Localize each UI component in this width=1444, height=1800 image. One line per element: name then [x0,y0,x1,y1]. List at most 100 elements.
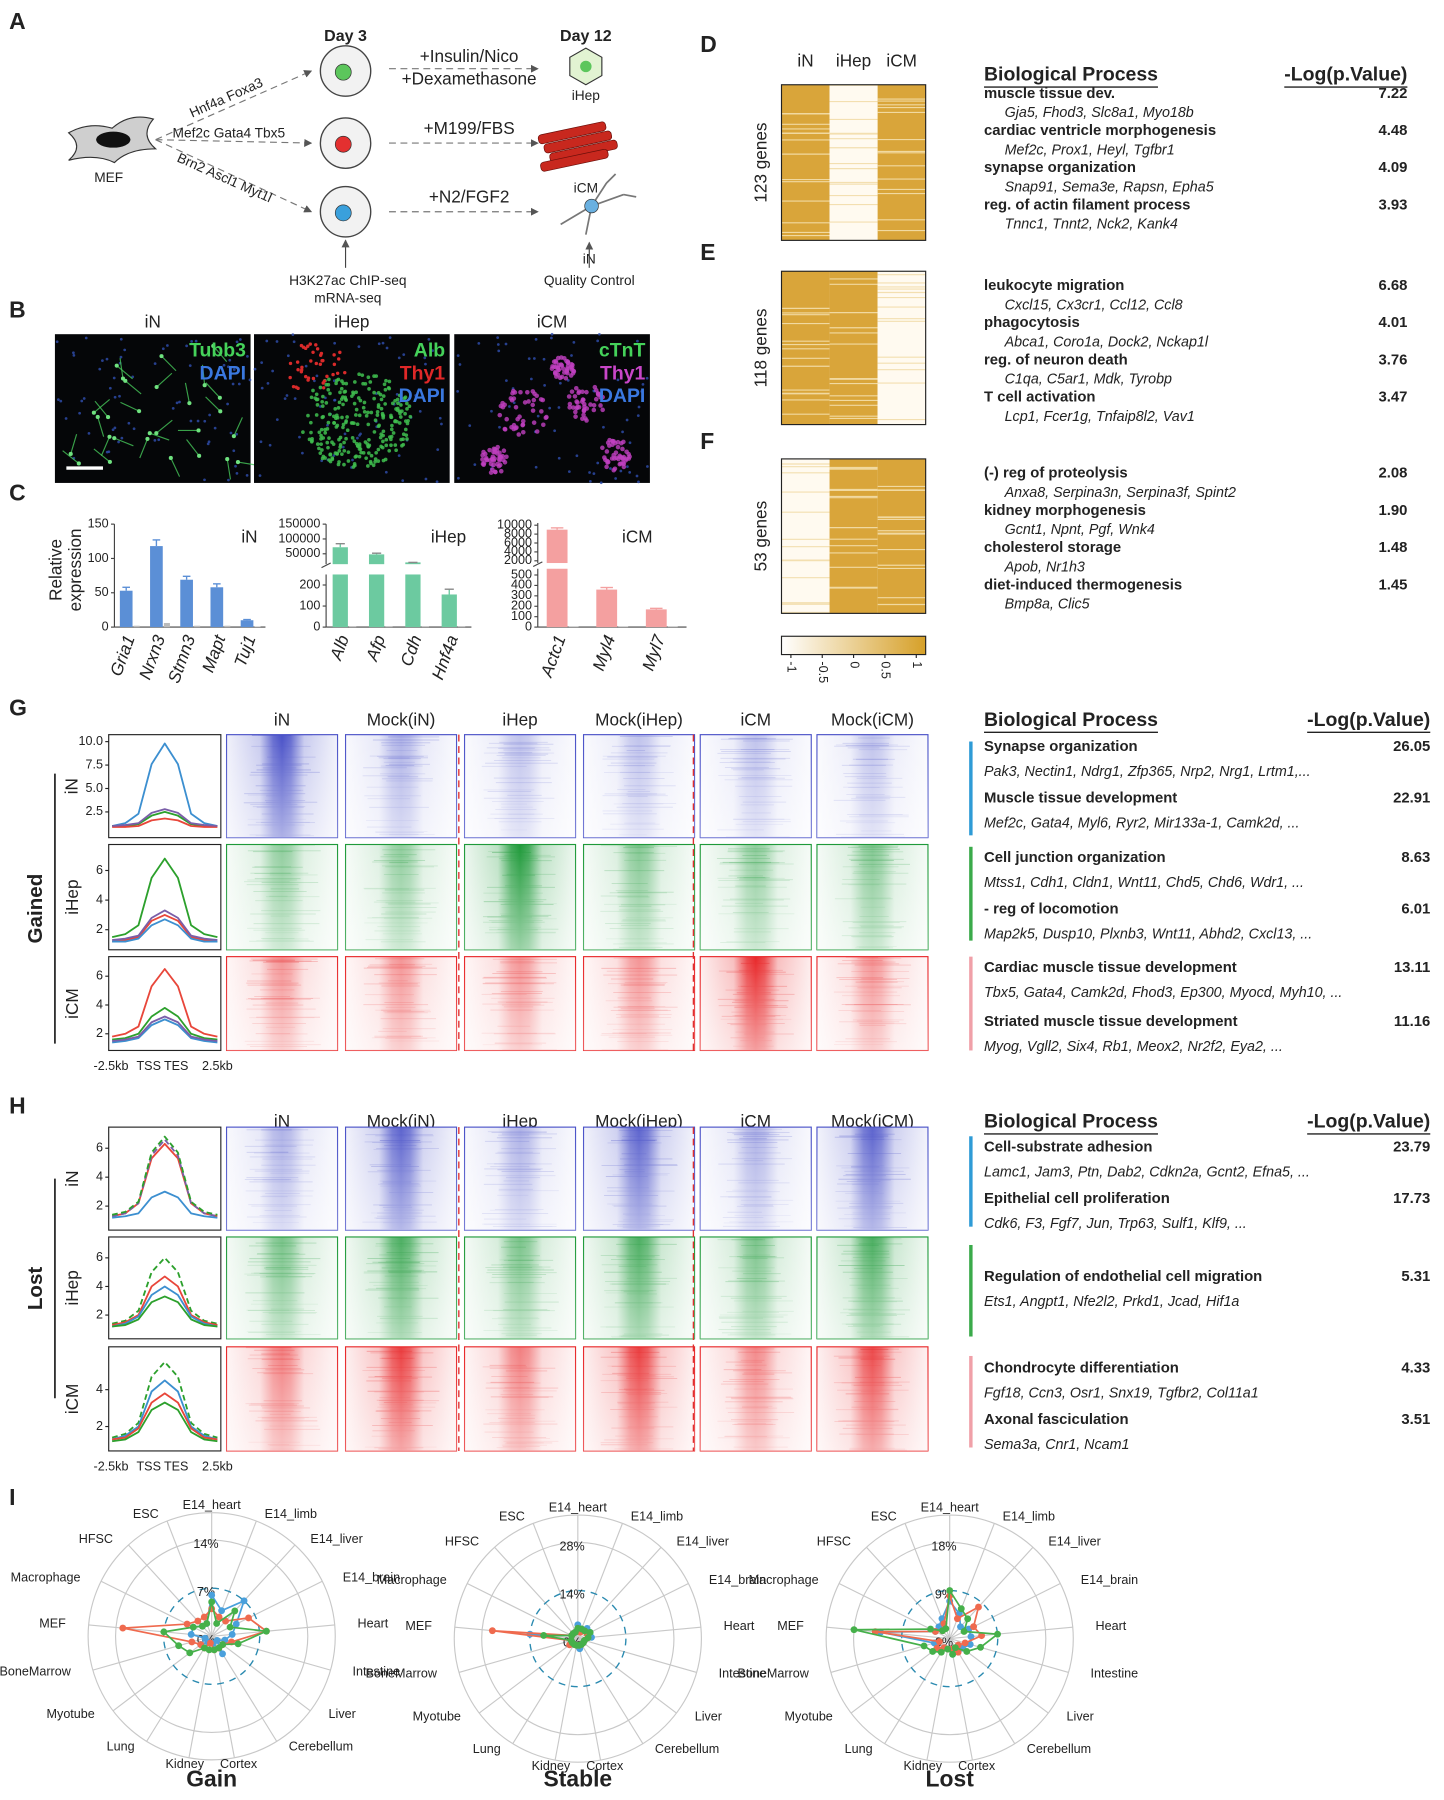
soma [123,378,128,383]
hepatocyte [371,463,376,468]
thy1-dot [338,350,342,355]
row-label: iN [62,778,82,794]
thy1-cluster [498,468,504,474]
gene-label: Tuj1 [230,632,260,669]
hepatocyte [341,402,345,407]
hepatocyte [324,401,329,405]
dapi-dot [82,397,86,400]
hepatocyte [361,405,366,410]
signal-fade [226,1346,338,1451]
column-label: iCM [741,709,772,729]
dapi-dot [588,471,591,474]
thy1-cluster [551,359,557,364]
dapi-dot [628,441,632,445]
thy1-cluster [539,409,544,414]
spoke [577,1638,602,1761]
go-score: 3.76 [1378,352,1407,368]
hepatocyte [338,445,342,449]
hepatocyte [369,410,374,415]
dapi-dot [227,478,230,482]
thy1-dot [343,370,347,375]
hepatocyte [334,425,339,429]
dapi-dot [260,386,264,390]
dapi-dot [59,399,63,403]
thy1-cluster [495,444,500,450]
hepatocyte [372,390,376,395]
hepatocyte [381,439,385,444]
dapi-dot [557,456,561,460]
go-term: T cell activation [984,390,1095,406]
stain-label: Thy1 [600,362,646,384]
profile-line [111,742,218,827]
x-tick-label: -2.5kb [94,1459,129,1473]
gene-label: Afp [361,632,389,664]
go-term: Regulation of endothelial cell migration [984,1269,1262,1285]
hepatocyte [342,440,346,445]
thy1-cluster [624,449,629,455]
dapi-dot [424,477,428,481]
thy1-cluster [513,405,519,410]
thy1-dot [300,365,304,370]
profile-line [112,909,218,941]
spoke [577,1626,701,1640]
dapi-dot [397,454,401,457]
hepatocyte [373,457,378,461]
hepatocyte [395,397,400,402]
thy1-cluster [593,396,599,402]
x-tick-label: 2.5kb [202,1059,233,1073]
axis-label: E14_heart [183,1498,242,1512]
soma [68,451,73,457]
dapi-dot [113,395,117,399]
thy1-dot [325,374,329,379]
radar-point [183,1620,191,1628]
radar-point [567,1637,575,1644]
dapi-dot [543,383,546,387]
panel-label: G [9,695,27,721]
hepatocyte [383,387,388,392]
radar-point [175,1642,183,1650]
signal-fade [226,956,338,1051]
radar-point [850,1626,858,1634]
thy1-dot [318,362,323,367]
stain-label: DAPI [200,362,246,384]
dapi-dot [625,418,629,422]
thy1-cluster [517,414,522,419]
spoke [577,1582,689,1640]
thy1-cluster [563,375,569,381]
colorbar-tick-label: 1 [910,661,924,668]
y-tick-label: 4 [96,892,103,906]
hepatocyte [330,457,335,462]
hepatocyte [401,437,405,442]
neurite [116,365,133,380]
dapi-dot [616,378,620,382]
hepatocyte [398,411,402,416]
y-tick-label: 150 [88,516,109,530]
signal-fade [700,956,812,1051]
dapi-dot [87,431,91,435]
thy1-cluster [580,389,585,395]
thy1-dot [321,381,325,385]
dapi-dot [301,451,304,455]
hepatocyte [358,398,363,403]
micrograph [254,334,450,483]
go-header: Biological Process [984,709,1158,731]
go-score: 4.09 [1378,160,1407,176]
column-label: iN [797,50,813,70]
thy1-cluster [615,444,621,450]
hepatocyte [344,419,349,423]
dapi-dot [418,409,422,413]
hepatocyte [374,450,378,455]
hepatocyte [375,410,380,414]
dapi-dot [550,332,554,336]
axis-label: Liver [695,1710,722,1724]
signal-fade [583,1346,695,1451]
signal-fade [226,844,338,950]
hepatocyte [328,391,332,396]
thy1-cluster [591,403,597,408]
bar [368,574,385,628]
hepatocyte [319,442,323,447]
hepatocyte [334,381,338,386]
hepatocyte [337,400,342,405]
thy1-cluster [573,385,579,391]
hepatocyte [407,404,412,409]
